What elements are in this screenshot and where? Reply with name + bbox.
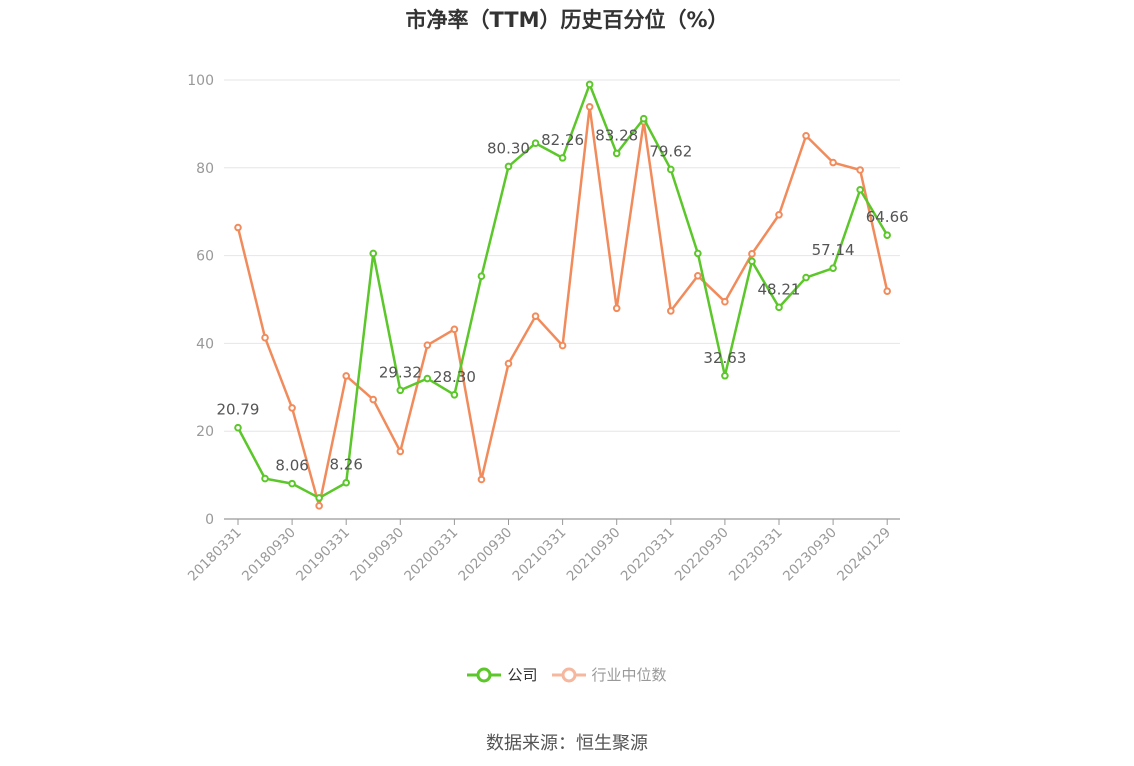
chart-title: 市净率（TTM）历史百分位（%） (405, 8, 729, 32)
data-point-0-13 (585, 80, 594, 89)
data-point-1-16 (667, 307, 675, 315)
data-point-0-16 (667, 165, 675, 174)
data-point-1-0 (234, 223, 242, 232)
data-label-6: 29.32 (379, 363, 422, 381)
legend-label-industry-median: 行业中位数 (591, 666, 667, 684)
x-tick-label-20210930: 20210930 (564, 525, 624, 585)
data-point-1-24 (883, 287, 892, 295)
data-label-4: 8.26 (329, 456, 362, 474)
y-tick-label-80: 80 (196, 161, 214, 177)
data-point-0-5 (369, 249, 378, 258)
y-tick-label-40: 40 (196, 336, 214, 352)
data-point-1-14 (612, 304, 621, 313)
data-label-14: 83.28 (595, 126, 638, 144)
data-point-1-13 (585, 102, 594, 111)
data-point-1-1 (261, 333, 269, 342)
data-point-0-0 (234, 423, 242, 432)
data-point-0-19 (748, 257, 756, 266)
legend-item-industry-median[interactable]: 行业中位数 (551, 664, 667, 685)
x-tick-label-20180930: 20180930 (239, 525, 299, 585)
x-tick-label-20200331: 20200331 (401, 525, 461, 585)
data-label-0: 20.79 (217, 401, 260, 419)
data-label-20: 48.21 (758, 280, 801, 298)
x-tick-label-20230930: 20230930 (780, 525, 840, 585)
data-label-10: 80.30 (487, 139, 530, 157)
y-tick-label-100: 100 (187, 73, 214, 89)
x-tick-label-20180331: 20180331 (185, 525, 245, 585)
y-tick-label-0: 0 (205, 512, 214, 528)
x-tick-label-20210331: 20210331 (510, 525, 570, 585)
data-point-0-20 (775, 303, 783, 312)
source-note: 数据来源：恒生聚源 (486, 733, 648, 754)
data-label-16: 79.62 (649, 142, 692, 160)
series-1 (234, 102, 892, 510)
data-point-0-8 (450, 390, 459, 399)
data-point-1-10 (504, 359, 513, 368)
data-point-0-12 (558, 154, 567, 162)
data-point-1-19 (748, 250, 756, 258)
data-point-0-2 (288, 479, 296, 488)
data-point-1-20 (775, 210, 783, 219)
data-point-1-9 (477, 475, 486, 484)
x-tick-label-20190331: 20190331 (293, 525, 353, 585)
data-point-1-22 (829, 158, 837, 167)
data-point-0-24 (883, 231, 892, 239)
series-0 (234, 80, 892, 502)
data-point-1-18 (721, 297, 729, 306)
x-tick-label-20200930: 20200930 (455, 525, 515, 585)
data-point-0-15 (639, 114, 648, 123)
data-point-1-3 (315, 502, 323, 510)
data-point-0-14 (612, 149, 621, 158)
data-point-1-6 (396, 447, 405, 456)
data-point-0-6 (396, 386, 405, 395)
data-label-18: 32.63 (703, 349, 746, 367)
series-layer (234, 80, 892, 510)
data-point-0-4 (342, 478, 351, 487)
data-point-0-23 (856, 185, 864, 194)
x-tick-label-20240129: 20240129 (834, 525, 894, 585)
x-tick-label-20230331: 20230331 (726, 525, 786, 585)
data-point-1-21 (802, 131, 810, 140)
data-point-1-11 (531, 312, 540, 320)
data-point-0-21 (802, 273, 810, 282)
x-tick-label-20220331: 20220331 (618, 525, 678, 585)
data-point-1-17 (694, 271, 702, 280)
data-point-0-11 (531, 139, 540, 148)
series-line-1 (236, 105, 889, 508)
y-tick-label-60: 60 (196, 249, 214, 265)
data-point-0-22 (829, 264, 837, 272)
data-point-0-9 (477, 272, 486, 281)
data-point-1-8 (450, 325, 459, 334)
data-point-1-4 (342, 372, 351, 380)
legend: 公司 行业中位数 (0, 664, 1134, 685)
data-label-22: 57.14 (812, 241, 855, 259)
legend-company-marker-icon (467, 667, 502, 682)
data-label-8: 28.30 (433, 368, 476, 386)
data-point-0-3 (315, 494, 323, 502)
data-label-2: 8.06 (275, 457, 308, 475)
x-tick-label-20190930: 20190930 (347, 525, 407, 585)
y-tick-label-20: 20 (196, 424, 214, 440)
data-label-12: 82.26 (541, 131, 584, 149)
data-point-0-17 (694, 249, 702, 258)
x-axis: 2018033120180930201903312019093020200331… (185, 518, 900, 585)
data-point-1-23 (856, 166, 864, 174)
data-point-0-10 (504, 162, 513, 171)
legend-label-company: 公司 (507, 666, 538, 684)
data-point-0-18 (721, 371, 729, 380)
data-point-1-5 (369, 395, 378, 404)
data-labels: 20.79 8.06 8.26 29.32 28.30 80.30 82.26 83.28 79… (217, 126, 909, 474)
data-point-1-12 (558, 341, 567, 350)
x-tick-label-20220930: 20220930 (672, 525, 732, 585)
data-point-0-1 (261, 474, 269, 483)
legend-industry-marker-icon (551, 667, 586, 682)
data-label-24: 64.66 (866, 208, 909, 226)
data-point-1-7 (423, 341, 432, 349)
data-point-0-7 (423, 374, 432, 383)
data-point-1-2 (288, 404, 296, 412)
legend-item-company[interactable]: 公司 (467, 664, 538, 685)
y-axis-ticks: 0 20 40 60 80 100 (187, 73, 214, 528)
